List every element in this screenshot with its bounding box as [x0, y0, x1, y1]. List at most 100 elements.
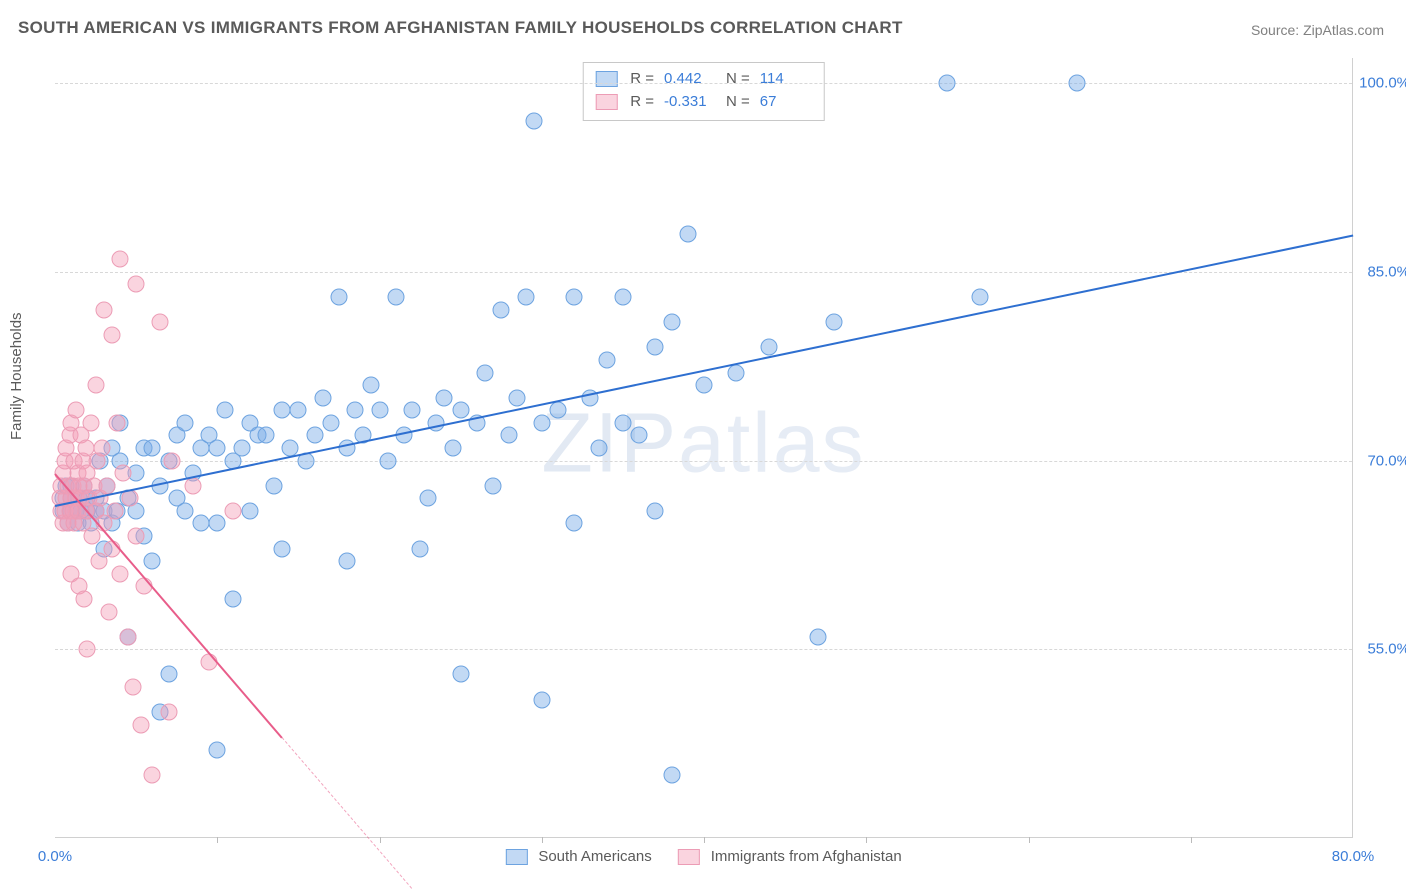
legend-item: Immigrants from Afghanistan — [678, 848, 902, 865]
data-point — [566, 289, 583, 306]
data-point — [184, 477, 201, 494]
data-point — [476, 364, 493, 381]
watermark: ZIPatlas — [541, 394, 865, 491]
data-point — [90, 553, 107, 570]
data-point — [144, 553, 161, 570]
data-point — [322, 414, 339, 431]
data-point — [144, 767, 161, 784]
data-point — [517, 289, 534, 306]
data-point — [663, 767, 680, 784]
data-point — [209, 741, 226, 758]
data-point — [209, 515, 226, 532]
data-point — [363, 377, 380, 394]
data-point — [533, 691, 550, 708]
data-point — [107, 502, 124, 519]
data-point — [160, 704, 177, 721]
data-point — [193, 515, 210, 532]
data-point — [115, 465, 132, 482]
data-point — [387, 289, 404, 306]
legend-item: South Americans — [505, 848, 651, 865]
r-value: 0.442 — [664, 67, 716, 90]
data-point — [111, 251, 128, 268]
data-point — [176, 502, 193, 519]
data-point — [971, 289, 988, 306]
n-value: 114 — [760, 67, 812, 90]
data-point — [663, 314, 680, 331]
series-legend: South Americans Immigrants from Afghanist… — [505, 848, 901, 865]
data-point — [403, 402, 420, 419]
data-point — [124, 679, 141, 696]
data-point — [339, 553, 356, 570]
n-label: N = — [726, 90, 750, 113]
legend-label: Immigrants from Afghanistan — [711, 848, 902, 865]
x-tick-label: 80.0% — [1332, 848, 1375, 865]
data-point — [939, 75, 956, 92]
data-point — [225, 590, 242, 607]
legend-row: R =-0.331N =67 — [595, 90, 812, 113]
data-point — [160, 666, 177, 683]
legend-swatch — [678, 849, 700, 865]
n-label: N = — [726, 67, 750, 90]
data-point — [95, 301, 112, 318]
x-minor-tick — [542, 837, 543, 843]
data-point — [590, 440, 607, 457]
data-point — [436, 389, 453, 406]
data-point — [108, 414, 125, 431]
data-point — [225, 502, 242, 519]
r-label: R = — [630, 90, 654, 113]
data-point — [82, 414, 99, 431]
data-point — [241, 502, 258, 519]
data-point — [493, 301, 510, 318]
data-point — [647, 339, 664, 356]
trend-line — [282, 738, 413, 890]
data-point — [444, 440, 461, 457]
data-point — [79, 641, 96, 658]
data-point — [1069, 75, 1086, 92]
y-tick-label: 85.0% — [1356, 263, 1406, 280]
data-point — [209, 440, 226, 457]
data-point — [631, 427, 648, 444]
gridline — [55, 83, 1352, 84]
chart-title: SOUTH AMERICAN VS IMMIGRANTS FROM AFGHAN… — [18, 18, 903, 38]
gridline — [55, 649, 1352, 650]
plot-area: ZIPatlas R =0.442N =114R =-0.331N =67 So… — [55, 58, 1353, 838]
data-point — [598, 351, 615, 368]
data-point — [809, 628, 826, 645]
data-point — [290, 402, 307, 419]
legend-swatch — [595, 71, 617, 87]
data-point — [696, 377, 713, 394]
data-point — [647, 502, 664, 519]
x-tick-label: 0.0% — [38, 848, 72, 865]
gridline — [55, 461, 1352, 462]
gridline — [55, 272, 1352, 273]
x-minor-tick — [866, 837, 867, 843]
x-minor-tick — [380, 837, 381, 843]
legend-box: R =0.442N =114R =-0.331N =67 — [582, 62, 825, 121]
data-point — [314, 389, 331, 406]
data-point — [347, 402, 364, 419]
data-point — [501, 427, 518, 444]
data-point — [100, 603, 117, 620]
data-point — [76, 590, 93, 607]
data-point — [525, 112, 542, 129]
data-point — [266, 477, 283, 494]
data-point — [566, 515, 583, 532]
r-label: R = — [630, 67, 654, 90]
data-point — [128, 276, 145, 293]
legend-swatch — [505, 849, 527, 865]
data-point — [103, 326, 120, 343]
data-point — [98, 477, 115, 494]
source-label: Source: ZipAtlas.com — [1251, 22, 1384, 38]
n-value: 67 — [760, 90, 812, 113]
data-point — [420, 490, 437, 507]
data-point — [274, 402, 291, 419]
data-point — [233, 440, 250, 457]
data-point — [614, 414, 631, 431]
data-point — [132, 716, 149, 733]
data-point — [257, 427, 274, 444]
data-point — [533, 414, 550, 431]
data-point — [111, 565, 128, 582]
y-tick-label: 100.0% — [1356, 75, 1406, 92]
data-point — [485, 477, 502, 494]
data-point — [509, 389, 526, 406]
